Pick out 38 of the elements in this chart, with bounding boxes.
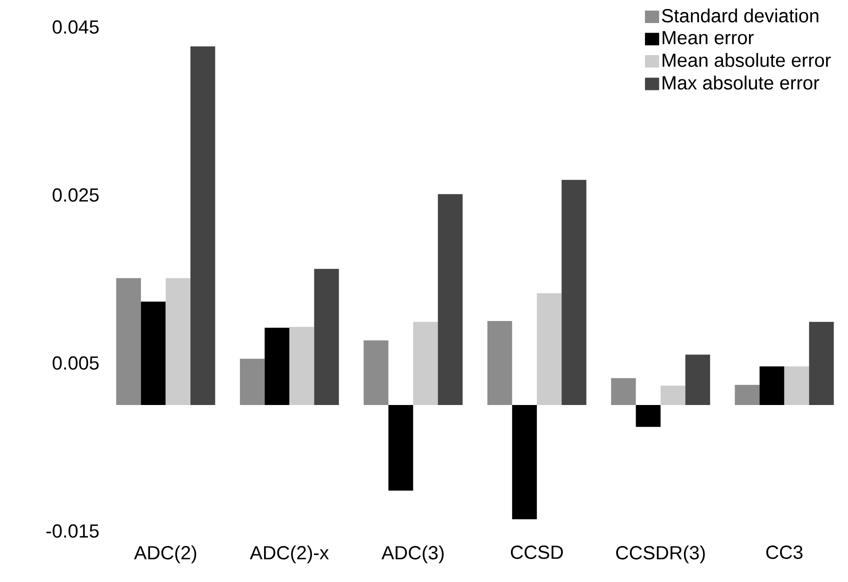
legend-label: Standard deviation <box>662 8 818 22</box>
bar <box>438 194 463 405</box>
x-tick-label: CCSD <box>510 546 563 559</box>
bar <box>487 321 512 405</box>
bar <box>611 378 636 405</box>
bar <box>388 405 414 491</box>
bar <box>314 268 339 405</box>
x-tick-label: ADC(3) <box>382 546 444 564</box>
x-tick-label: CCSDR(3) <box>616 546 705 564</box>
bar <box>784 366 810 405</box>
bar <box>512 405 537 520</box>
bar <box>536 293 562 405</box>
bar <box>760 366 784 405</box>
bar <box>734 384 760 405</box>
bar <box>413 322 438 405</box>
x-tick-label: ADC(2)-x <box>250 546 329 564</box>
legend-label: Mean absolute error <box>662 53 831 67</box>
x-tick-label: CC3 <box>766 546 802 559</box>
bar <box>809 322 834 405</box>
y-tick-label: 0.025 <box>52 188 99 202</box>
y-tick-label: 0.045 <box>52 20 99 34</box>
bar <box>140 302 166 405</box>
bar <box>190 46 216 405</box>
x-tick-label: ADC(2) <box>134 546 196 564</box>
bar <box>264 328 290 405</box>
bar <box>289 326 314 405</box>
legend-label: Max absolute error <box>662 76 820 90</box>
bar <box>636 405 661 427</box>
y-tick-label: -0.015 <box>46 524 99 538</box>
bar <box>562 180 586 405</box>
bar <box>166 278 190 405</box>
bar <box>240 358 265 405</box>
y-tick-label: 0.005 <box>52 356 99 370</box>
bar <box>364 340 388 405</box>
bar <box>685 354 710 405</box>
bar <box>660 386 686 405</box>
bar <box>116 278 141 405</box>
legend-label: Mean error <box>662 31 754 44</box>
